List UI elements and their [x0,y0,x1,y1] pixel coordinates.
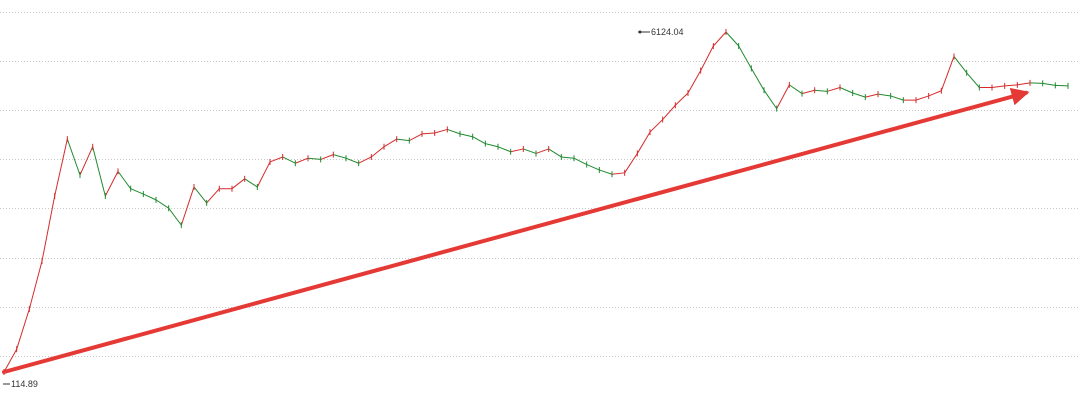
series-segment [180,186,195,226]
series-segment [206,188,220,204]
series-segment [598,169,613,175]
series-segment [193,186,208,204]
series-segment [763,89,778,110]
series-segment [307,157,322,160]
series-segment [535,148,550,154]
series-segment [991,85,1006,88]
series-segment [117,170,132,190]
series-segment [269,156,284,163]
series-segment [231,178,246,190]
series-segment [104,170,119,197]
series-segment [649,119,664,133]
high-label: 6124.04 [651,27,684,37]
series-segment [712,31,727,47]
series-segment [383,138,398,148]
series-segment [421,132,436,135]
series-segment [244,178,258,188]
series-segment [776,84,790,110]
series-segment [497,146,512,153]
series-segment [700,45,714,72]
series-segment [839,87,854,94]
series-segment [142,193,157,201]
price-series [3,29,1069,375]
series-segment [282,156,296,164]
series-segment [966,72,980,88]
series-segment [852,92,866,98]
series-segment [168,207,182,226]
series-segment [446,128,461,135]
series-segment [320,154,334,160]
series-segment [130,188,144,195]
high-marker-dot [638,30,642,34]
series-segment [459,133,474,138]
series-segment [814,89,828,92]
series-segment [54,138,68,197]
series-segment [41,195,56,262]
annotations: 6124.04 114.89 [3,27,684,389]
series-segment [79,146,94,176]
series-segment [1029,82,1044,84]
series-segment [1054,84,1069,87]
trend-arrow [2,87,1030,374]
series-segment [1042,82,1056,86]
series-segment [434,128,448,134]
series-segment [890,95,904,101]
series-segment [1016,82,1031,86]
series-segment [877,93,892,97]
series-segment [624,152,638,174]
series-segment [16,308,30,350]
series-segment [3,348,18,373]
trend-overlay [2,87,1030,374]
grid-lines [0,12,1080,357]
series-segment [155,199,170,209]
series-segment [636,131,651,154]
series-segment [560,156,575,159]
series-segment [332,154,347,159]
series-segment [370,146,385,158]
series-segment [294,157,309,164]
series-segment [345,157,360,164]
series-segment [953,55,968,74]
series-segment [510,148,524,153]
series-segment [662,104,676,121]
series-segment [472,136,486,145]
series-segment [687,70,702,94]
series-segment [738,45,752,69]
series-segment [725,31,740,47]
series-segment [674,92,689,106]
series-segment [396,138,410,142]
series-segment [408,133,423,142]
series-segment [522,148,537,154]
series-segment [1004,84,1018,87]
series-segment [826,87,841,92]
low-label: 114.89 [11,379,38,389]
series-segment [586,164,600,171]
series-segment [915,95,930,101]
series-segment [788,84,803,95]
series-segment [358,156,372,164]
series-segment [864,93,879,98]
series-segment [611,172,626,175]
series-segment [573,157,588,166]
series-segment [484,143,499,148]
series-segment [92,146,106,197]
series-segment [548,148,562,158]
series-segment [801,89,816,95]
series-segment [256,161,271,188]
series-segment [66,138,81,176]
series-segment [750,67,765,91]
series-segment [928,90,942,97]
series-segment [28,260,43,310]
series-segment [940,55,955,92]
